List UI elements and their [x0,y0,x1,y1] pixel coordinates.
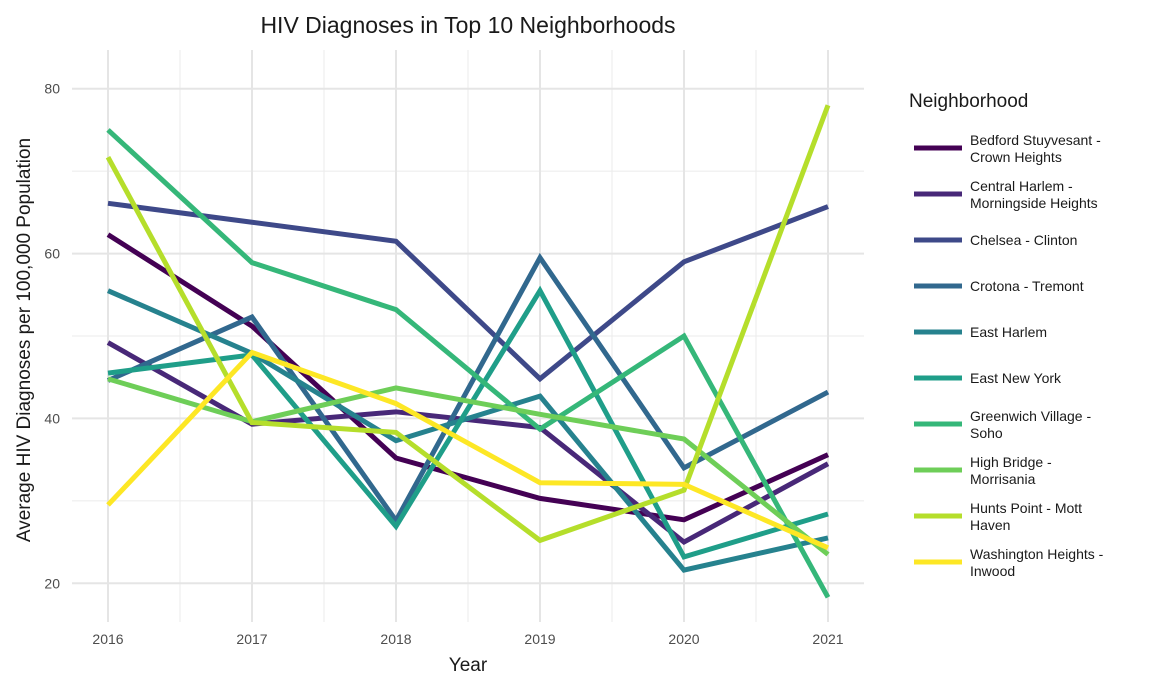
x-tick-label: 2016 [92,631,123,647]
y-tick-labels: 20 40 60 80 [44,81,60,592]
legend-items: Bedford Stuyvesant -Crown Heights Central… [914,132,1104,579]
series-line [106,349,830,551]
chart-title: HIV Diagnoses in Top 10 Neighborhoods [260,12,675,38]
y-tick-label: 20 [44,575,60,591]
legend-label: Soho [970,425,1003,441]
x-tick-label: 2017 [236,631,267,647]
legend-label: Haven [970,517,1010,533]
x-tick-label: 2019 [524,631,555,647]
x-tick-label: 2021 [812,631,843,647]
legend-label: Washington Heights - [970,546,1104,562]
legend-label: East New York [970,370,1062,386]
legend-label: Morrisania [970,471,1036,487]
legend-label: Crotona - Tremont [970,278,1084,294]
legend-label: East Harlem [970,324,1047,340]
x-tick-label: 2020 [668,631,699,647]
legend-label: Bedford Stuyvesant - [970,132,1101,148]
legend-label: Inwood [970,563,1015,579]
legend-label: Hunts Point - Mott [970,500,1082,516]
legend-title: Neighborhood [909,91,1028,112]
series-lines [105,104,831,599]
series-line [106,232,830,523]
y-tick-label: 40 [44,410,60,426]
y-axis-title: Average HIV Diagnoses per 100,000 Popula… [14,138,35,542]
x-axis-title: Year [449,655,488,676]
x-tick-labels: 2016 2017 2018 2019 2020 2021 [92,631,843,647]
legend-label: Greenwich Village - [970,408,1091,424]
legend-label: Crown Heights [970,149,1062,165]
series-line [106,128,831,599]
legend-label: Central Harlem - [970,178,1073,194]
series-line [107,376,830,557]
series-line [107,200,829,383]
series-line [107,288,829,573]
series-line [107,285,829,560]
y-tick-label: 60 [44,246,60,262]
legend-label: Chelsea - Clinton [970,232,1077,248]
y-tick-label: 80 [44,81,60,97]
legend-label: High Bridge - [970,454,1052,470]
legend-label: Morningside Heights [970,195,1098,211]
x-tick-label: 2018 [380,631,411,647]
legend: Neighborhood Bedford Stuyvesant -Crown H… [909,91,1104,579]
